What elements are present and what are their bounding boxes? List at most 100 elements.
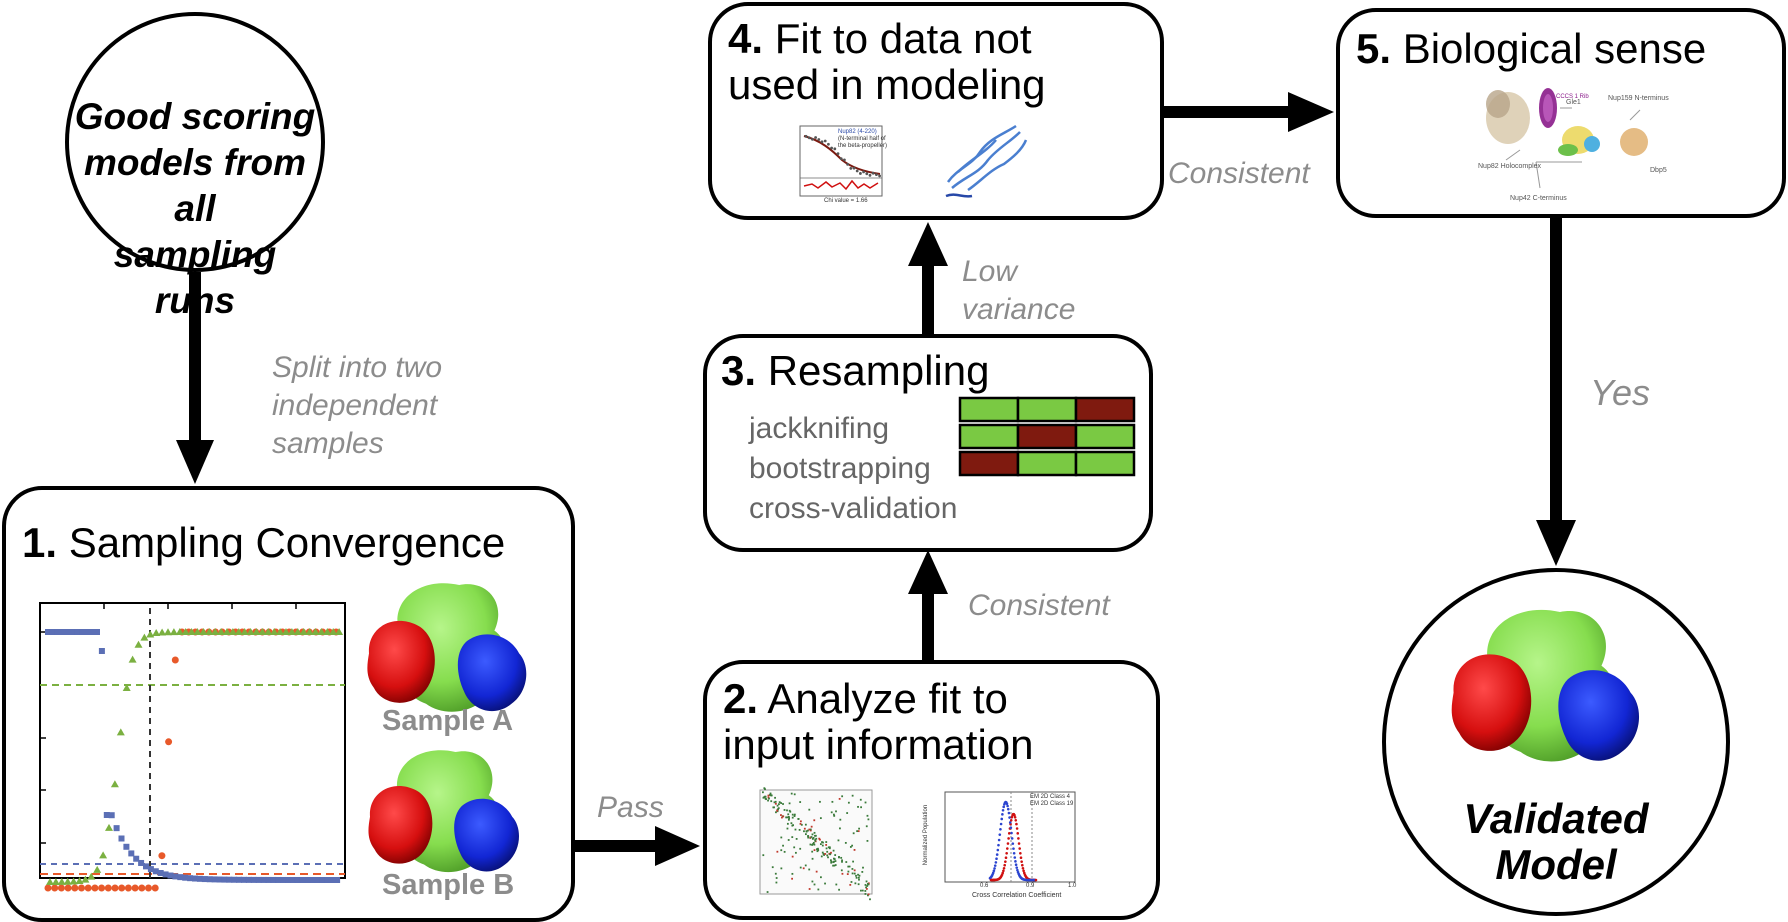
step3-title-text: Resampling [767, 347, 990, 394]
hist-dot [997, 843, 1000, 847]
contact-dot [776, 850, 779, 853]
marker [59, 629, 66, 635]
marker [146, 630, 155, 638]
hist-legend-2: EM 2D Class 19 [1030, 801, 1074, 807]
hist-dot [1008, 816, 1011, 819]
contact-dot [763, 796, 766, 799]
histogram-legend: EM 2D Class 4 EM 2D Class 19 [1030, 794, 1073, 808]
arrow-step5-to-end [1536, 216, 1576, 566]
hist-dot [1001, 808, 1005, 812]
marker [240, 628, 249, 635]
contact-dot [777, 807, 780, 810]
hist-dot [1007, 837, 1010, 840]
contact-dot [790, 792, 793, 795]
marker [234, 628, 243, 635]
step2-title: 2. Analyze fit to input information [723, 676, 1034, 768]
step4-number: 4. [728, 15, 764, 62]
contact-dot [830, 851, 832, 854]
contact-dot [813, 843, 816, 846]
start-node-label: Good scoring models from all sampling ru… [70, 94, 320, 324]
contact-dot [791, 855, 794, 858]
resample-cell [958, 423, 1020, 450]
hist-dot [1005, 802, 1009, 806]
hist-dot [1017, 842, 1021, 845]
marker [282, 628, 290, 635]
contact-dot [860, 806, 862, 809]
contact-dot [845, 861, 848, 863]
contact-dot [810, 825, 813, 828]
contact-dot [767, 794, 770, 797]
contact-dot [864, 890, 867, 892]
contact-dot [832, 849, 835, 852]
contact-dot [804, 833, 807, 836]
saxs-dot [814, 136, 817, 139]
hist-dot [1004, 860, 1007, 863]
marker [162, 871, 169, 878]
end-node-label: Validated Model [1426, 796, 1686, 888]
marker [122, 683, 131, 691]
saxs-dot [836, 152, 840, 156]
step4-title: 4. Fit to data not used in modeling [728, 16, 1046, 108]
contact-dot [774, 796, 776, 799]
contact-dot [791, 872, 794, 875]
contact-dot [846, 812, 849, 814]
hist-dot [1001, 813, 1004, 816]
contact-dot [771, 866, 774, 869]
marker [145, 884, 152, 892]
marker [152, 629, 161, 637]
step4-title-line-1: Fit to data not [774, 15, 1032, 62]
saxs-dot [827, 142, 830, 146]
method-cross-validation: cross-validation [749, 492, 958, 525]
contact-dot [838, 856, 840, 858]
contact-dot [799, 820, 802, 823]
contact-map-thumbnail [759, 787, 873, 901]
step1-title: 1. Sampling Convergence [22, 520, 505, 566]
marker [171, 656, 179, 664]
marker [143, 863, 149, 870]
contact-dot [778, 801, 781, 804]
contact-dot [840, 856, 843, 859]
step1-number: 1. [22, 519, 58, 566]
marker [314, 876, 321, 883]
marker [158, 628, 167, 636]
contact-dot [824, 853, 827, 855]
resampling-grid [958, 396, 1136, 477]
step3-number: 3. [721, 347, 757, 394]
saxs-dot [833, 147, 837, 151]
hist-legend-1: EM 2D Class 4 [1030, 794, 1071, 800]
edge-label-low-variance: Low variance [962, 253, 1075, 329]
marker [311, 628, 320, 635]
contact-dot [813, 819, 816, 822]
contact-dot [795, 838, 798, 840]
contact-dot [857, 830, 860, 833]
contact-dot [799, 847, 802, 850]
saxs-dot [868, 173, 872, 177]
marker [116, 728, 125, 736]
start-line-3: sampling runs [113, 234, 277, 321]
marker [206, 876, 213, 883]
saxs-fit-thumbnail [799, 125, 883, 197]
hist-dot [1000, 817, 1004, 821]
marker [128, 655, 137, 663]
marker [221, 876, 228, 883]
contact-dot [828, 847, 831, 850]
contact-dot [774, 872, 777, 875]
contact-dot [819, 800, 821, 803]
contact-dot [826, 850, 829, 853]
contact-dot [864, 884, 867, 886]
contact-dot [769, 793, 772, 796]
marker [236, 876, 243, 883]
arrow-step1-to-step2 [573, 826, 700, 866]
marker [187, 875, 194, 882]
marker [69, 629, 76, 635]
marker [158, 852, 166, 860]
resample-cell [1016, 423, 1078, 450]
hist-dot [1013, 815, 1017, 819]
contact-dot [799, 866, 802, 869]
marker [255, 876, 262, 883]
marker [323, 628, 332, 635]
start-line-2: models from all [83, 142, 307, 229]
contact-dot [812, 842, 815, 845]
contact-dot [813, 883, 816, 886]
